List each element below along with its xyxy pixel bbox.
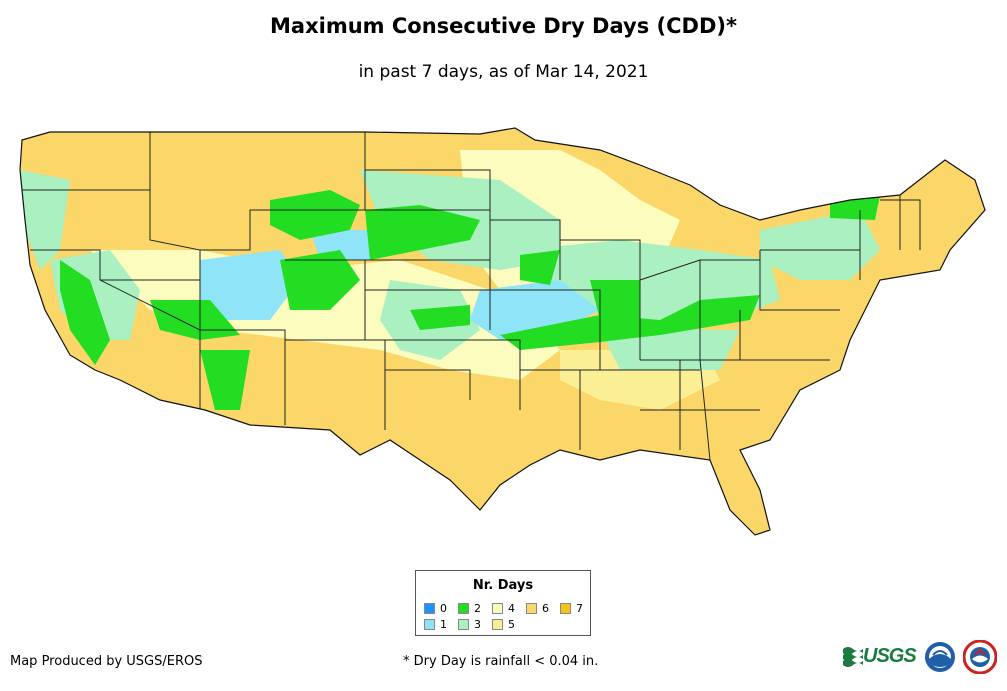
legend-swatch bbox=[560, 603, 571, 614]
legend-swatch bbox=[492, 619, 503, 630]
legend-swatch bbox=[458, 619, 469, 630]
legend-label: 5 bbox=[508, 618, 515, 631]
nws-logo-icon bbox=[963, 640, 997, 674]
legend-item-0: 0 bbox=[424, 602, 447, 615]
usgs-wave-icon bbox=[843, 647, 863, 667]
noaa-logo-icon bbox=[925, 642, 955, 672]
map-title: Maximum Consecutive Dry Days (CDD)* bbox=[270, 14, 737, 38]
legend-label: 7 bbox=[576, 602, 583, 615]
legend-label: 0 bbox=[440, 602, 447, 615]
dry-days-fill bbox=[20, 128, 985, 535]
us-map bbox=[0, 110, 1007, 560]
legend-label: 6 bbox=[542, 602, 549, 615]
legend-item-1: 1 bbox=[424, 618, 447, 631]
legend: Nr. Days 0 1 2 3 4 5 6 7 bbox=[415, 570, 591, 636]
dry-day-footnote: * Dry Day is rainfall < 0.04 in. bbox=[403, 654, 599, 669]
legend-swatch bbox=[492, 603, 503, 614]
map-credit: Map Produced by USGS/EROS bbox=[10, 654, 203, 669]
legend-item-6: 6 bbox=[526, 602, 549, 615]
us-map-svg bbox=[19, 127, 986, 536]
legend-label: 2 bbox=[474, 602, 481, 615]
state-borders bbox=[20, 132, 921, 461]
legend-item-7: 7 bbox=[560, 602, 583, 615]
legend-item-2: 2 bbox=[458, 602, 481, 615]
legend-label: 3 bbox=[474, 618, 481, 631]
legend-swatch bbox=[424, 619, 435, 630]
legend-swatch bbox=[526, 603, 537, 614]
usgs-logo: USGS bbox=[843, 642, 919, 670]
legend-swatch bbox=[424, 603, 435, 614]
legend-swatch bbox=[458, 603, 469, 614]
legend-title: Nr. Days bbox=[472, 578, 534, 593]
legend-item-3: 3 bbox=[458, 618, 481, 631]
legend-label: 4 bbox=[508, 602, 515, 615]
legend-label: 1 bbox=[440, 618, 447, 631]
legend-item-4: 4 bbox=[492, 602, 515, 615]
usgs-logo-text: USGS bbox=[863, 644, 917, 667]
legend-item-5: 5 bbox=[492, 618, 515, 631]
map-subtitle: in past 7 days, as of Mar 14, 2021 bbox=[358, 62, 649, 82]
